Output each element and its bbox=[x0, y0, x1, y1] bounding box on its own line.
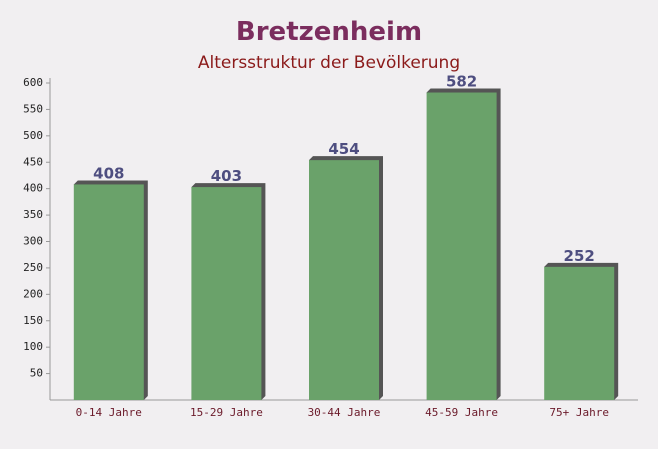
value-label: 403 bbox=[211, 167, 242, 185]
y-tick-label: 200 bbox=[23, 287, 43, 300]
y-tick-label: 50 bbox=[30, 367, 43, 380]
bar bbox=[544, 266, 615, 400]
x-tick-label: 15-29 Jahre bbox=[190, 406, 263, 419]
bar bbox=[426, 92, 497, 400]
y-tick-label: 100 bbox=[23, 340, 43, 353]
value-label: 408 bbox=[93, 164, 124, 182]
y-tick-label: 550 bbox=[23, 102, 43, 115]
value-label: 252 bbox=[564, 247, 595, 265]
chart-subtitle: Altersstruktur der Bevölkerung bbox=[198, 53, 460, 73]
value-label: 582 bbox=[446, 73, 477, 91]
y-tick-label: 600 bbox=[23, 76, 43, 89]
chart-title: Bretzenheim bbox=[236, 17, 422, 47]
y-tick-label: 250 bbox=[23, 261, 43, 274]
x-tick-label: 0-14 Jahre bbox=[76, 406, 142, 419]
value-label: 454 bbox=[328, 140, 359, 158]
bar bbox=[191, 187, 262, 400]
y-tick-label: 450 bbox=[23, 155, 43, 168]
y-tick-label: 350 bbox=[23, 208, 43, 221]
bar bbox=[309, 160, 379, 400]
y-tick-label: 500 bbox=[23, 129, 43, 142]
x-tick-label: 45-59 Jahre bbox=[425, 406, 498, 419]
y-tick-label: 300 bbox=[23, 235, 43, 248]
y-tick-label: 150 bbox=[23, 314, 43, 327]
x-tick-label: 75+ Jahre bbox=[549, 406, 609, 419]
bar bbox=[73, 184, 144, 400]
y-tick-label: 400 bbox=[23, 182, 43, 195]
x-tick-label: 30-44 Jahre bbox=[308, 406, 381, 419]
